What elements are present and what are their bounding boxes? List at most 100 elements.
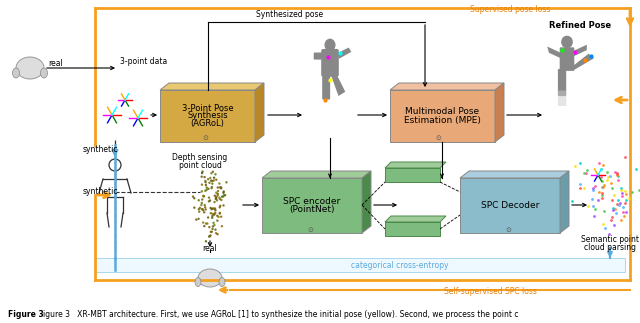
Text: Synthesized pose: Synthesized pose bbox=[257, 10, 324, 19]
Point bbox=[207, 214, 218, 219]
Point bbox=[197, 197, 207, 202]
Point bbox=[204, 199, 214, 204]
Point bbox=[212, 198, 222, 203]
Point bbox=[596, 166, 606, 172]
Point bbox=[219, 189, 229, 194]
Point bbox=[620, 200, 630, 205]
Text: Multimodal Pose: Multimodal Pose bbox=[405, 107, 479, 116]
Point bbox=[213, 214, 223, 220]
Point bbox=[196, 203, 207, 208]
Point bbox=[607, 214, 618, 219]
Point bbox=[195, 205, 205, 211]
Point bbox=[200, 178, 211, 183]
Point bbox=[215, 210, 225, 215]
Point bbox=[204, 234, 214, 239]
Point bbox=[218, 203, 228, 208]
Point bbox=[209, 200, 220, 205]
Bar bbox=[390, 90, 495, 142]
Point bbox=[200, 174, 210, 180]
Point bbox=[199, 193, 209, 199]
Bar bbox=[385, 168, 440, 182]
Point bbox=[594, 161, 604, 166]
Point bbox=[202, 221, 212, 226]
Point bbox=[617, 194, 627, 199]
Point bbox=[196, 189, 207, 194]
Point bbox=[612, 202, 623, 207]
Point bbox=[588, 188, 598, 193]
FancyBboxPatch shape bbox=[321, 49, 339, 77]
Point bbox=[211, 195, 221, 200]
Bar bbox=[95, 258, 625, 272]
Ellipse shape bbox=[13, 68, 19, 78]
Point bbox=[214, 195, 225, 200]
Point bbox=[211, 208, 221, 213]
Point bbox=[205, 175, 215, 181]
Point bbox=[588, 185, 598, 190]
Point bbox=[612, 171, 623, 176]
Point bbox=[598, 209, 609, 214]
Text: Depth sensing: Depth sensing bbox=[172, 152, 228, 162]
Ellipse shape bbox=[16, 57, 44, 79]
Text: ⊙: ⊙ bbox=[202, 135, 208, 141]
Text: ⊙: ⊙ bbox=[435, 135, 441, 141]
Point bbox=[634, 187, 640, 192]
Point bbox=[207, 186, 217, 191]
Text: synthetic: synthetic bbox=[83, 145, 118, 154]
Point bbox=[193, 216, 204, 221]
Point bbox=[209, 175, 219, 180]
Point bbox=[214, 196, 225, 202]
Point bbox=[216, 185, 227, 190]
Text: Synthesis: Synthesis bbox=[187, 111, 228, 120]
Point bbox=[616, 188, 627, 193]
Point bbox=[210, 207, 220, 212]
Text: Semantic point: Semantic point bbox=[581, 235, 639, 245]
Point bbox=[196, 200, 207, 205]
Polygon shape bbox=[390, 83, 504, 90]
Point bbox=[611, 170, 621, 175]
Point bbox=[606, 181, 616, 186]
Polygon shape bbox=[331, 75, 346, 96]
Text: SPC encoder: SPC encoder bbox=[284, 197, 340, 206]
Point bbox=[579, 170, 589, 175]
Text: igure 3   XR-MBT architecture. First, we use AGRoL [1] to synthesize the initial: igure 3 XR-MBT architecture. First, we u… bbox=[43, 310, 518, 319]
Point bbox=[596, 174, 606, 180]
Bar bbox=[385, 222, 440, 236]
Point bbox=[209, 212, 219, 217]
Text: Self-supervised SPC loss: Self-supervised SPC loss bbox=[444, 287, 536, 297]
Point bbox=[613, 173, 623, 179]
Point bbox=[211, 172, 221, 177]
Point bbox=[588, 203, 598, 209]
Text: SPC Decoder: SPC Decoder bbox=[481, 201, 539, 210]
Text: cloud parsing: cloud parsing bbox=[584, 244, 636, 253]
Point bbox=[219, 193, 229, 198]
Point bbox=[607, 197, 617, 203]
Point bbox=[196, 174, 207, 179]
Text: categorical cross-entropy: categorical cross-entropy bbox=[351, 261, 449, 269]
Point bbox=[207, 181, 218, 186]
Point bbox=[582, 168, 592, 173]
Text: Figure 3: Figure 3 bbox=[8, 310, 44, 319]
FancyBboxPatch shape bbox=[322, 74, 330, 99]
Point bbox=[611, 211, 621, 216]
Point bbox=[602, 177, 612, 182]
Point bbox=[188, 194, 198, 199]
Point bbox=[205, 233, 216, 238]
Point bbox=[207, 226, 218, 232]
Point bbox=[207, 178, 218, 183]
Point bbox=[212, 218, 223, 223]
Point bbox=[211, 227, 221, 232]
Point bbox=[203, 215, 213, 220]
Point bbox=[199, 210, 209, 215]
Point bbox=[616, 186, 627, 191]
Point bbox=[598, 162, 608, 167]
Ellipse shape bbox=[219, 277, 225, 287]
Point bbox=[616, 217, 626, 223]
Point bbox=[207, 184, 217, 190]
Point bbox=[204, 186, 214, 192]
Point bbox=[590, 207, 600, 212]
Text: (AGRoL): (AGRoL) bbox=[191, 119, 225, 128]
Point bbox=[210, 206, 220, 211]
Point bbox=[220, 193, 230, 198]
Point bbox=[612, 172, 622, 178]
Point bbox=[631, 166, 640, 172]
